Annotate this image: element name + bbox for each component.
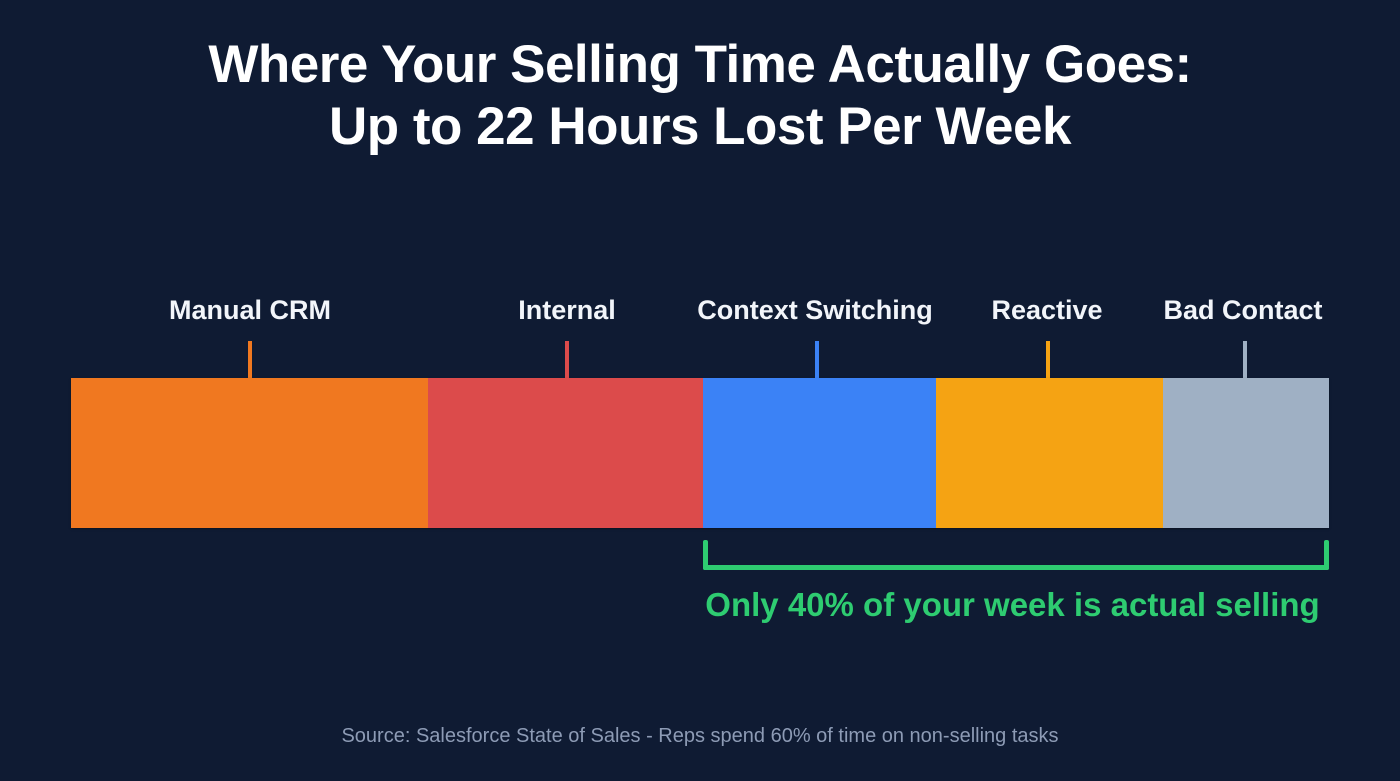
segment-label-line-1: Reactive (991, 295, 1103, 325)
source-note: Source: Salesforce State of Sales - Reps… (341, 725, 1059, 747)
segment-label-line-1: Context Switching (697, 295, 933, 325)
stacked-bar-chart (71, 378, 1329, 528)
connector-tick-bad-contact-data (1243, 341, 1247, 378)
bracket-right-leg (1324, 540, 1329, 570)
bar-segment-manual-crm-updates (71, 378, 428, 528)
segment-label-line-1: Internal (518, 295, 616, 325)
connector-tick-manual-crm-updates (248, 341, 252, 378)
title-line-1: Where Your Selling Time Actually Goes: (208, 35, 1192, 94)
selling-time-callout: Only 40% of your week is actual selling (705, 586, 1320, 623)
bracket-horizontal-line (703, 565, 1329, 570)
bracket-left-leg (703, 540, 708, 570)
bar-segment-reactive-firefighting (936, 378, 1163, 528)
title-line-2: Up to 22 Hours Lost Per Week (329, 97, 1071, 156)
page-title: Where Your Selling Time Actually Goes: U… (0, 34, 1400, 158)
bar-segment-internal-meetings (428, 378, 703, 528)
connector-tick-context-switching (815, 341, 819, 378)
connector-tick-reactive-firefighting (1046, 341, 1050, 378)
selling-time-bracket (703, 540, 1329, 570)
segment-label-line-1: Manual CRM (169, 295, 331, 325)
segment-label-line-1: Bad Contact (1163, 295, 1323, 325)
connector-tick-internal-meetings (565, 341, 569, 378)
bar-segment-bad-contact-data (1163, 378, 1329, 528)
bar-segment-context-switching (703, 378, 936, 528)
